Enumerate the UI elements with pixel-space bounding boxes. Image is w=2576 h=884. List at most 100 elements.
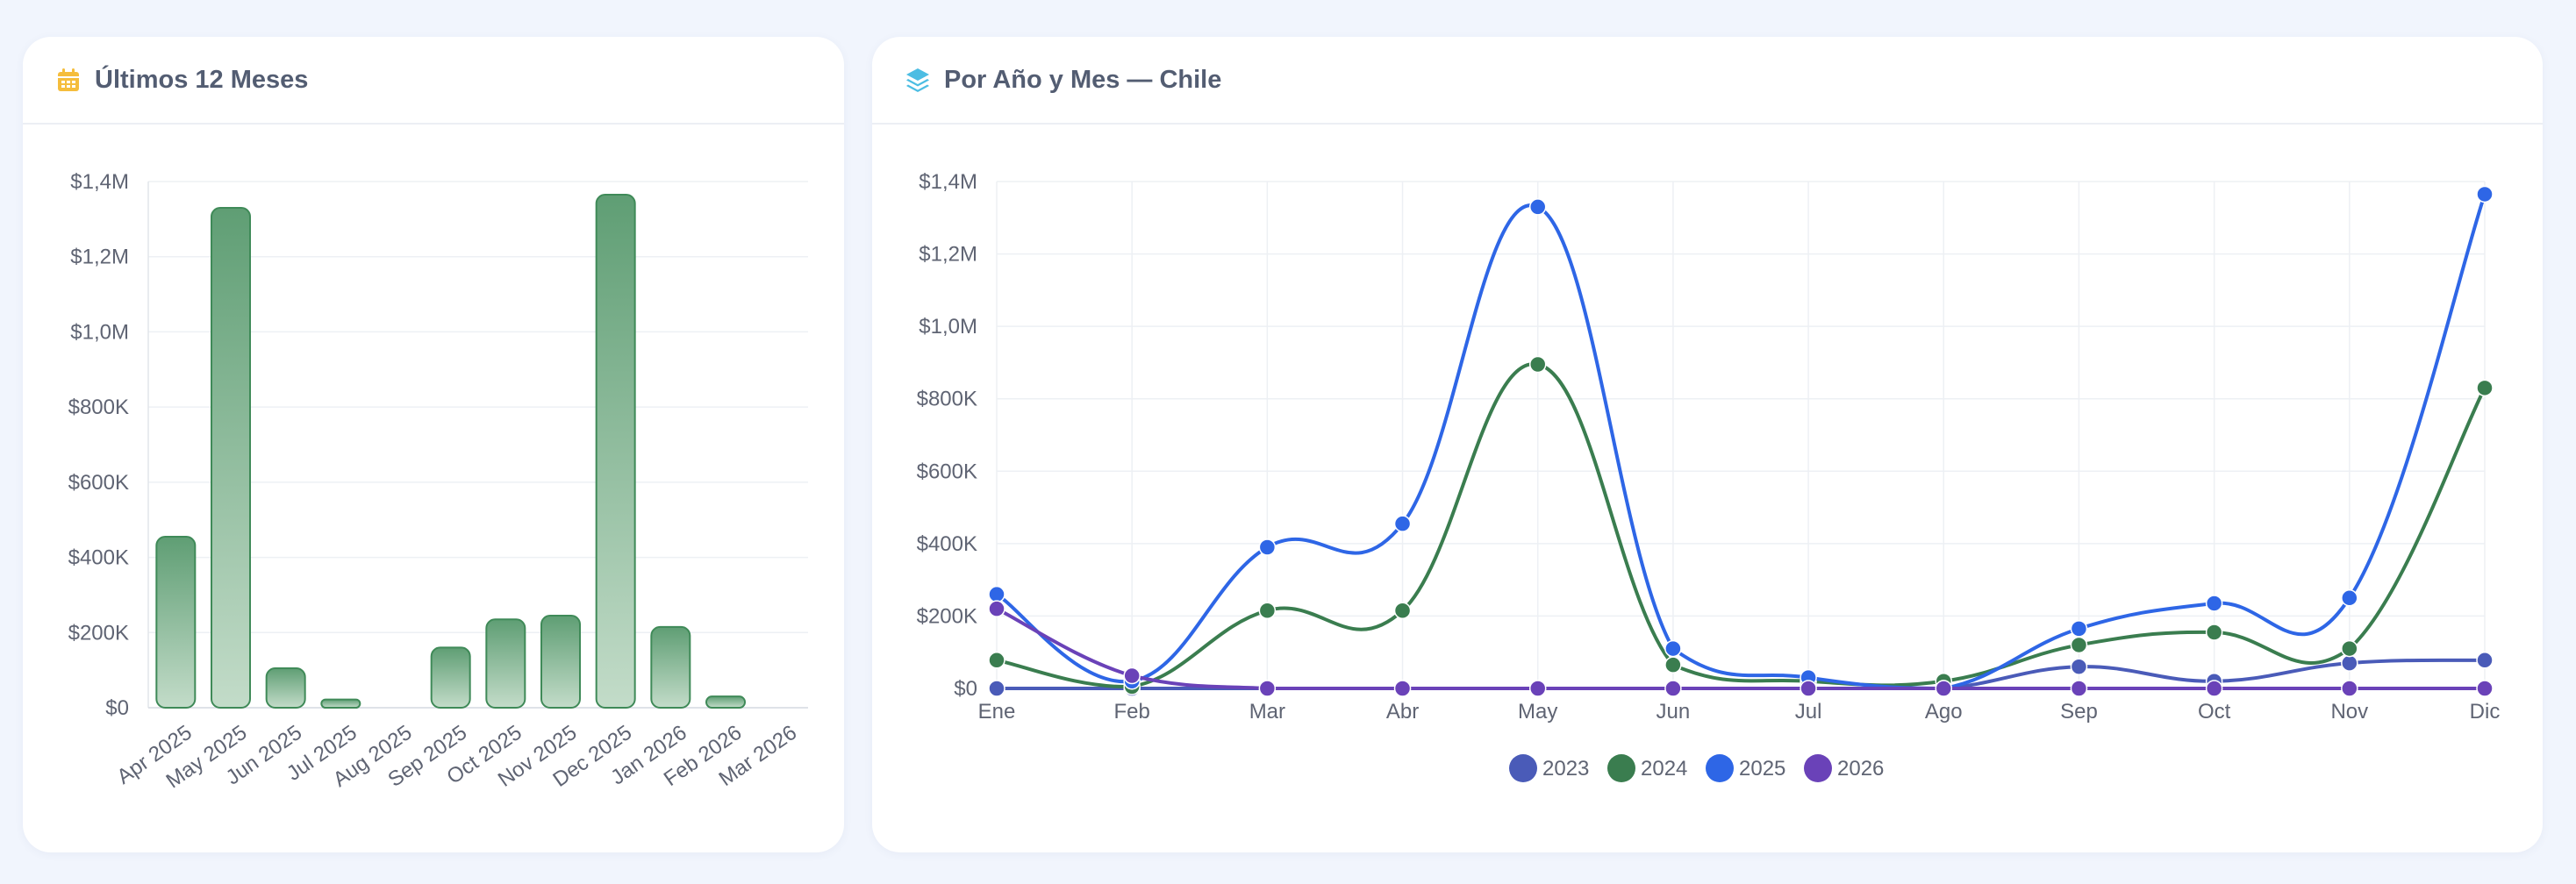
bar[interactable] (650, 625, 691, 709)
legend-item[interactable]: 2026 (1804, 754, 1884, 782)
y-tick-label: $1,0M (919, 315, 977, 339)
yearly-line-chart: $0 $200K $400K $600K $800K $1,0M $1,2M $1,4M Ene… (917, 170, 2501, 782)
card-title: Últimos 12 Meses (95, 65, 309, 94)
series-2024 (988, 355, 2494, 695)
data-point[interactable] (1528, 355, 1547, 374)
legend-label: 2024 (1641, 757, 1687, 781)
data-point[interactable] (988, 652, 1005, 669)
y-tick-label: $600K (68, 471, 129, 495)
data-point[interactable] (1800, 680, 1817, 697)
legend-item[interactable]: 2023 (1509, 754, 1589, 782)
y-tick-label: $400K (917, 532, 977, 556)
tick-labels: $0 $200K $400K $600K $800K $1,0M $1,2M $1,4M Ene… (917, 170, 2501, 724)
x-tick-label: Jul (1795, 700, 1822, 724)
bar[interactable] (320, 698, 361, 709)
data-point[interactable] (2070, 636, 2088, 654)
y-tick-label: $200K (68, 621, 129, 645)
data-point[interactable] (2476, 379, 2494, 397)
bar[interactable] (265, 667, 306, 709)
bar[interactable] (155, 536, 197, 709)
data-point[interactable] (1664, 680, 1682, 697)
legend-item[interactable]: 2024 (1607, 754, 1687, 782)
series-line (996, 607, 2485, 691)
data-point[interactable] (988, 585, 1005, 603)
data-point[interactable] (1258, 680, 1277, 697)
x-tick-label: Dic (2470, 700, 2501, 724)
y-tick-label: $1,2M (919, 243, 977, 267)
data-point[interactable] (2341, 589, 2358, 607)
data-point[interactable] (1935, 680, 1953, 697)
card-header: Por Año y Mes — Chile (872, 37, 2543, 125)
legend-swatch (1804, 754, 1832, 782)
calendar-icon (58, 68, 79, 91)
series-2025 (988, 185, 2494, 697)
data-point[interactable] (2341, 680, 2358, 697)
data-point[interactable] (2476, 680, 2494, 697)
data-point[interactable] (988, 680, 1005, 697)
bar[interactable] (485, 618, 526, 709)
data-point[interactable] (1393, 680, 1412, 697)
x-tick-label: Nov (2330, 700, 2368, 724)
series-line (996, 362, 2487, 688)
card-title: Por Año y Mes — Chile (944, 65, 1222, 94)
data-point[interactable] (988, 600, 1005, 617)
data-point[interactable] (2205, 624, 2223, 641)
card-header: Últimos 12 Meses (23, 37, 844, 125)
legend-item[interactable]: 2025 (1706, 754, 1785, 782)
data-point[interactable] (2341, 639, 2358, 658)
bar[interactable] (705, 695, 746, 709)
data-point[interactable] (2341, 654, 2358, 672)
x-tick-label: Jun (1657, 700, 1691, 724)
legend-swatch (1509, 754, 1537, 782)
data-point[interactable] (1393, 602, 1412, 619)
legend-label: 2025 (1739, 757, 1785, 781)
data-point[interactable] (1393, 515, 1412, 532)
y-tick-label: $400K (68, 546, 129, 570)
x-tick-label: Ago (1925, 700, 1963, 724)
by-year-month-card: Por Año y Mes — Chile $0 $200K $400K $600K $… (872, 37, 2543, 852)
y-tick-label: $1,4M (70, 170, 129, 194)
x-tick-label: Mar (1249, 700, 1285, 724)
monthly-bar-chart: $0$200K$400K$600K$800K$1,0M$1,2M$1,4MApr… (68, 170, 808, 793)
series-2026 (988, 600, 2494, 697)
x-tick-label: Ene (978, 700, 1016, 724)
series-lines (988, 185, 2494, 697)
data-point[interactable] (1123, 667, 1141, 685)
legend[interactable]: 2023 2024 2025 2026 (1509, 754, 1884, 782)
grid (996, 181, 2486, 689)
last-12-months-card: Últimos 12 Meses $0 $200K $400K $600K $800K $… (23, 37, 844, 852)
legend-swatch (1706, 754, 1734, 782)
data-point[interactable] (1528, 198, 1547, 216)
data-point[interactable] (1528, 680, 1547, 697)
bars (155, 194, 746, 709)
bar[interactable] (595, 194, 636, 709)
data-point[interactable] (2070, 620, 2088, 638)
y-tick-label: $1,0M (70, 320, 129, 344)
bar[interactable] (540, 615, 581, 709)
bar[interactable] (211, 207, 251, 709)
y-tick-label: $600K (917, 460, 977, 483)
data-point[interactable] (1664, 639, 1682, 658)
data-point[interactable] (2476, 185, 2494, 203)
series-line (995, 193, 2487, 691)
y-tick-label: $200K (917, 604, 977, 628)
data-point[interactable] (2205, 680, 2223, 697)
data-point[interactable] (2476, 652, 2494, 669)
x-tick-label: Oct (2198, 700, 2231, 724)
data-point[interactable] (2205, 595, 2223, 612)
y-tick-label: $800K (917, 388, 977, 411)
x-tick-label: Feb (1114, 700, 1150, 724)
bar[interactable] (430, 646, 471, 709)
data-point[interactable] (1258, 538, 1277, 556)
data-point[interactable] (1664, 656, 1682, 674)
data-point[interactable] (2070, 658, 2088, 675)
y-tick-label: $1,4M (919, 170, 977, 194)
data-point[interactable] (2070, 680, 2088, 697)
y-tick-label: $0 (105, 696, 129, 720)
y-tick-label: $0 (954, 677, 977, 701)
axes (147, 182, 808, 709)
legend-label: 2026 (1837, 757, 1884, 781)
x-tick-label: Abr (1386, 700, 1419, 724)
data-point[interactable] (1258, 602, 1277, 619)
legend-swatch (1607, 754, 1635, 782)
